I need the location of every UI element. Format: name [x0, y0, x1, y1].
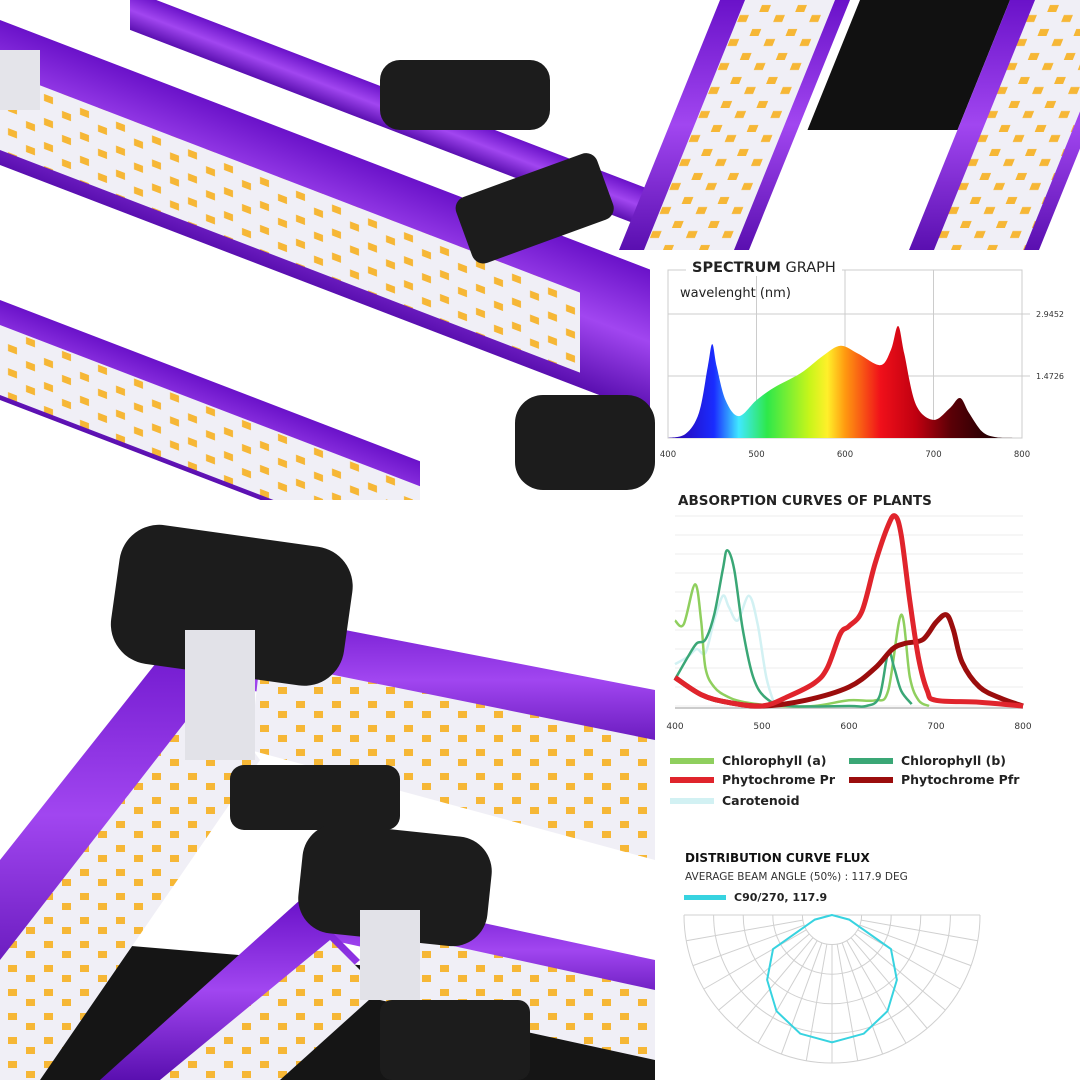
corner-cap: [380, 60, 550, 130]
legend-swatch: [670, 776, 714, 783]
legend-carotenoid: Carotenoid: [670, 793, 800, 808]
absorption-x-tick: 500: [753, 722, 770, 732]
absorption-x-tick: 700: [927, 722, 944, 732]
polar-spoke: [850, 937, 928, 1029]
bottom-photo: [0, 500, 655, 1080]
legend-swatch: [849, 776, 893, 783]
polar-spoke: [836, 944, 859, 1061]
corner-cap: [515, 395, 655, 490]
legend-label: Carotenoid: [722, 793, 800, 808]
corner-cap: [298, 823, 492, 947]
absorption-line-carotenoid: [674, 594, 777, 707]
polar-spoke: [692, 924, 805, 967]
spectrum-xlabel: wavelenght (nm): [680, 286, 791, 301]
corner-cap: [230, 765, 400, 830]
polar-spoke: [861, 919, 978, 942]
legend-chlorophyll-a: Chlorophyll (a): [670, 753, 826, 768]
polar-spoke: [841, 942, 884, 1055]
spectrum-title: SPECTRUM GRAPH: [686, 260, 842, 276]
absorption-x-tick: 400: [666, 722, 683, 732]
spectrum-x-tick: 800: [1014, 450, 1030, 460]
legend-swatch: [684, 895, 726, 900]
polar-spoke: [857, 929, 961, 990]
top-photo: [0, 0, 1080, 562]
polar-spoke: [757, 940, 818, 1044]
legend-phytochrome-pfr: Phytochrome Pfr: [849, 772, 1019, 787]
corner-cap: [455, 153, 614, 264]
polar-curve: [766, 913, 898, 1044]
legend-label: Phytochrome Pr: [722, 772, 836, 787]
spectrum-x-tick: 400: [660, 450, 676, 460]
legend-label: Chlorophyll (b): [901, 753, 1006, 768]
polar-spoke: [846, 940, 907, 1044]
polar-spoke: [859, 924, 972, 967]
spectrum-y-tick: 2.9452: [1036, 310, 1064, 319]
spectrum-title-bold: SPECTRUM: [692, 260, 781, 276]
distribution-title: DISTRIBUTION CURVE FLUX: [685, 851, 870, 865]
polar-spoke: [805, 944, 828, 1061]
legend-label: Chlorophyll (a): [722, 753, 827, 768]
spectrum-title-rest: GRAPH: [785, 260, 836, 276]
absorption-line-phytochrome-pr: [673, 513, 1024, 709]
spectrum-x-tick: 500: [748, 450, 764, 460]
polar-spoke: [703, 929, 807, 990]
distribution-subtitle: AVERAGE BEAM ANGLE (50%) : 117.9 DEG: [685, 871, 908, 883]
legend-phytochrome-pr: Phytochrome Pr: [670, 772, 835, 787]
legend-chlorophyll-b: Chlorophyll (b): [849, 753, 1006, 768]
polar-spoke: [780, 942, 823, 1055]
legend-label: Phytochrome Pfr: [901, 772, 1020, 787]
legend-c90-270: C90/270, 117.9: [684, 891, 827, 904]
corner-cap: [380, 1000, 530, 1080]
legend-swatch: [670, 797, 714, 804]
absorption-x-tick: 800: [1014, 722, 1031, 732]
corner-cap: [110, 524, 353, 686]
legend-swatch: [670, 757, 714, 764]
spectrum-area: [668, 325, 1014, 438]
legend-label: C90/270, 117.9: [734, 891, 828, 904]
polar-spoke: [854, 933, 946, 1011]
polar-spoke: [718, 933, 810, 1011]
legend-swatch: [849, 757, 893, 764]
spectrum-x-tick: 600: [837, 450, 853, 460]
spectrum-y-tick: 1.4726: [1036, 372, 1064, 381]
absorption-title: ABSORPTION CURVES OF PLANTS: [678, 493, 932, 509]
polar-spoke: [736, 937, 814, 1029]
polar-spoke: [686, 919, 803, 942]
absorption-x-tick: 600: [840, 722, 857, 732]
spectrum-x-tick: 700: [925, 450, 941, 460]
